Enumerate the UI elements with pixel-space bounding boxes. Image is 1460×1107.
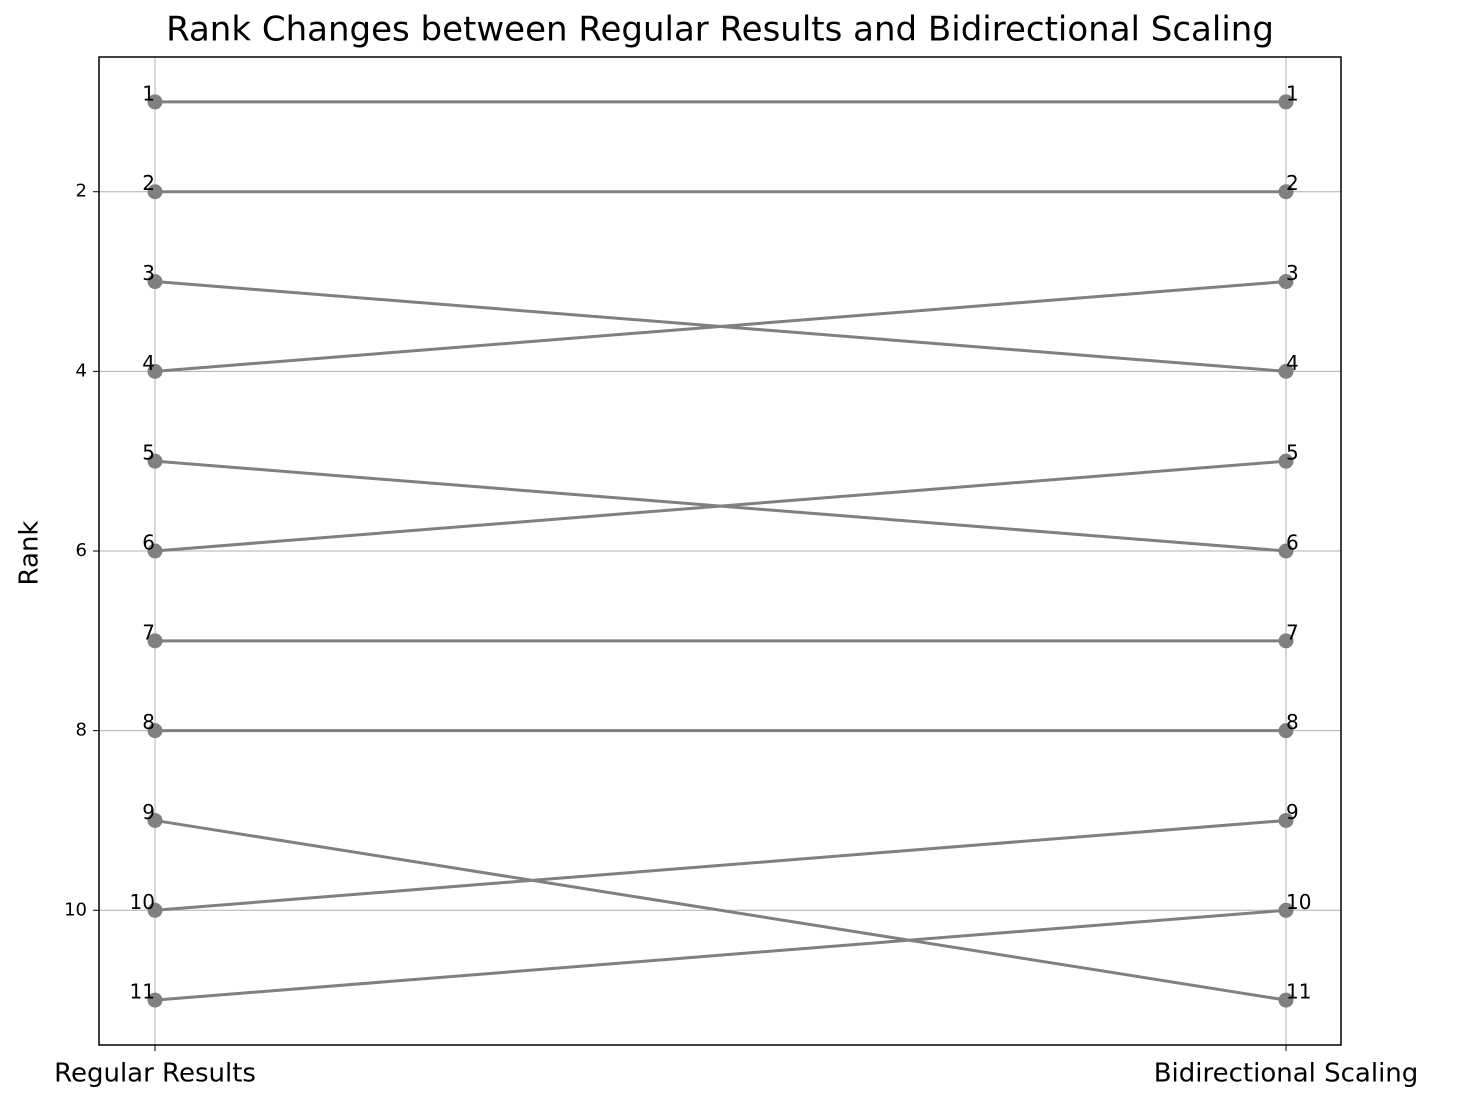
point <box>1278 94 1294 110</box>
point-label: 1 <box>1286 81 1299 105</box>
point-label: 4 <box>1286 351 1299 375</box>
y-tick-label: 8 <box>76 720 87 741</box>
slope-line <box>154 908 1287 1002</box>
y-tick-label: 2 <box>76 181 87 202</box>
point-label: 9 <box>1286 800 1299 824</box>
y-tick-label: 10 <box>64 899 87 920</box>
point <box>147 902 163 918</box>
y-tick-label: 6 <box>76 540 87 561</box>
chart-title: Rank Changes between Regular Results and… <box>166 10 1274 50</box>
point-label: 5 <box>1286 441 1299 465</box>
point-label: 5 <box>142 441 155 465</box>
point <box>1278 184 1294 200</box>
point <box>1278 633 1294 649</box>
point <box>1278 543 1294 559</box>
point <box>1278 363 1294 379</box>
x-tick-label: Bidirectional Scaling <box>1154 1059 1419 1089</box>
point <box>147 453 163 469</box>
point-label: 6 <box>1286 531 1299 555</box>
point <box>147 94 163 110</box>
point-label: 7 <box>1286 620 1299 644</box>
y-axis-label: Rank <box>15 521 45 586</box>
point-label: 2 <box>142 171 155 195</box>
point-label: 10 <box>130 890 155 914</box>
point <box>1278 274 1294 290</box>
point <box>147 274 163 290</box>
plot-frame <box>98 56 1342 1046</box>
point-label: 8 <box>1286 710 1299 734</box>
point <box>1278 902 1294 918</box>
point <box>147 184 163 200</box>
point <box>147 363 163 379</box>
point-label: 3 <box>1286 261 1299 285</box>
point-label: 11 <box>130 980 155 1004</box>
point-label: 10 <box>1286 890 1311 914</box>
point-label: 1 <box>142 81 155 105</box>
slope-line <box>154 818 1287 912</box>
slope-line <box>154 818 1287 1002</box>
point <box>147 812 163 828</box>
x-tick-label: Regular Results <box>54 1059 256 1089</box>
slope-line <box>154 459 1287 553</box>
point <box>1278 812 1294 828</box>
point-label: 4 <box>142 351 155 375</box>
point-label: 7 <box>142 620 155 644</box>
point-label: 2 <box>1286 171 1299 195</box>
point <box>1278 992 1294 1008</box>
point <box>147 633 163 649</box>
point <box>1278 723 1294 739</box>
slope-line <box>154 280 1287 373</box>
point-label: 3 <box>142 261 155 285</box>
point <box>147 992 163 1008</box>
point <box>1278 453 1294 469</box>
point-label: 11 <box>1286 980 1311 1004</box>
point <box>147 723 163 739</box>
point-label: 8 <box>142 710 155 734</box>
y-tick-label: 4 <box>76 360 87 381</box>
point <box>147 543 163 559</box>
point-label: 6 <box>142 531 155 555</box>
point-label: 9 <box>142 800 155 824</box>
